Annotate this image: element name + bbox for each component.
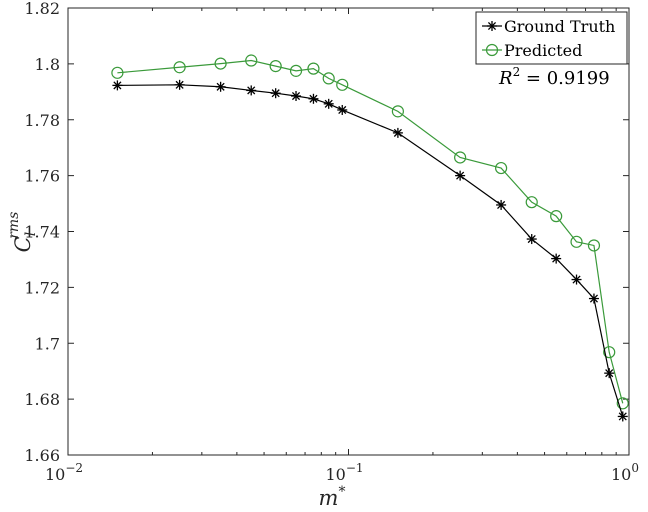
ground-truth-point: [526, 234, 537, 245]
predicted-point: [525, 196, 538, 209]
plot-area: [68, 8, 629, 455]
ground-truth-point: [571, 274, 582, 285]
legend-box: [475, 11, 628, 65]
predicted-point: [454, 151, 467, 164]
ground-truth-point: [588, 293, 599, 304]
x-tick-label: 100: [611, 461, 639, 484]
predicted-point: [322, 72, 335, 85]
y-tick-label: 1.66: [24, 446, 60, 465]
predicted-point: [550, 210, 563, 223]
tick-labels: 1.66 1.68 1.7 1.72 1.74 1.76 1.78 1.8 1.82 10−2 10…: [24, 0, 639, 484]
y-tick-label: 1.74: [24, 223, 60, 242]
ground-truth-point: [496, 199, 507, 210]
ground-truth-point: [215, 81, 226, 92]
predicted-point: [214, 57, 227, 70]
legend-marker-predicted: [485, 43, 499, 57]
ground-truth-point: [291, 91, 302, 102]
ground-truth-point: [323, 98, 334, 109]
y-tick-label: 1.76: [24, 167, 60, 186]
ground-truth-point: [174, 79, 185, 90]
ground-truth-point: [337, 104, 348, 115]
predicted-point: [495, 161, 508, 175]
x-tick-label: 10−2: [45, 461, 83, 484]
ground-truth-point: [392, 127, 403, 138]
legend-label-predicted: Predicted: [504, 41, 582, 60]
predicted-point: [336, 78, 349, 91]
ground-truth-point: [246, 85, 257, 96]
predicted-point: [603, 346, 616, 359]
ground-truth-point: [308, 93, 319, 104]
predicted-point: [111, 66, 124, 79]
predicted-point: [570, 235, 583, 248]
legend-entries: Ground Truth Predicted: [482, 17, 615, 60]
series-layer: [111, 54, 629, 422]
y-tick-label: 1.78: [24, 111, 60, 130]
legend: Ground Truth Predicted: [475, 11, 628, 65]
r-squared-annotation: R2 = 0.9199: [498, 65, 610, 89]
predicted-point: [616, 397, 629, 410]
y-tick-label: 1.72: [24, 278, 60, 297]
ground-truth-point: [617, 411, 628, 422]
ground-truth-point: [551, 253, 562, 264]
y-tick-label: 1.7: [35, 334, 60, 353]
ground-truth-point: [455, 170, 466, 181]
ground-truth-point: [604, 368, 615, 379]
ground-truth-point: [270, 88, 281, 99]
legend-label-ground-truth: Ground Truth: [504, 17, 615, 36]
predicted-point: [173, 61, 186, 74]
x-tick-label: 10−1: [325, 461, 363, 484]
y-tick-label: 1.68: [24, 390, 60, 409]
y-axis-title: Clrms: [6, 212, 39, 253]
predicted-point: [307, 62, 320, 75]
y-tick-label: 1.8: [35, 55, 60, 74]
predicted-point: [269, 60, 282, 73]
predicted-point: [587, 239, 601, 252]
ground-truth-point: [112, 80, 123, 91]
predicted-point: [245, 54, 258, 67]
x-axis-title: m*: [319, 484, 346, 510]
plot-frame: [67, 7, 630, 456]
predicted-point: [391, 105, 404, 118]
legend-marker-ground-truth: [487, 21, 497, 31]
y-tick-label: 1.82: [24, 0, 60, 18]
predicted-point: [289, 64, 303, 77]
